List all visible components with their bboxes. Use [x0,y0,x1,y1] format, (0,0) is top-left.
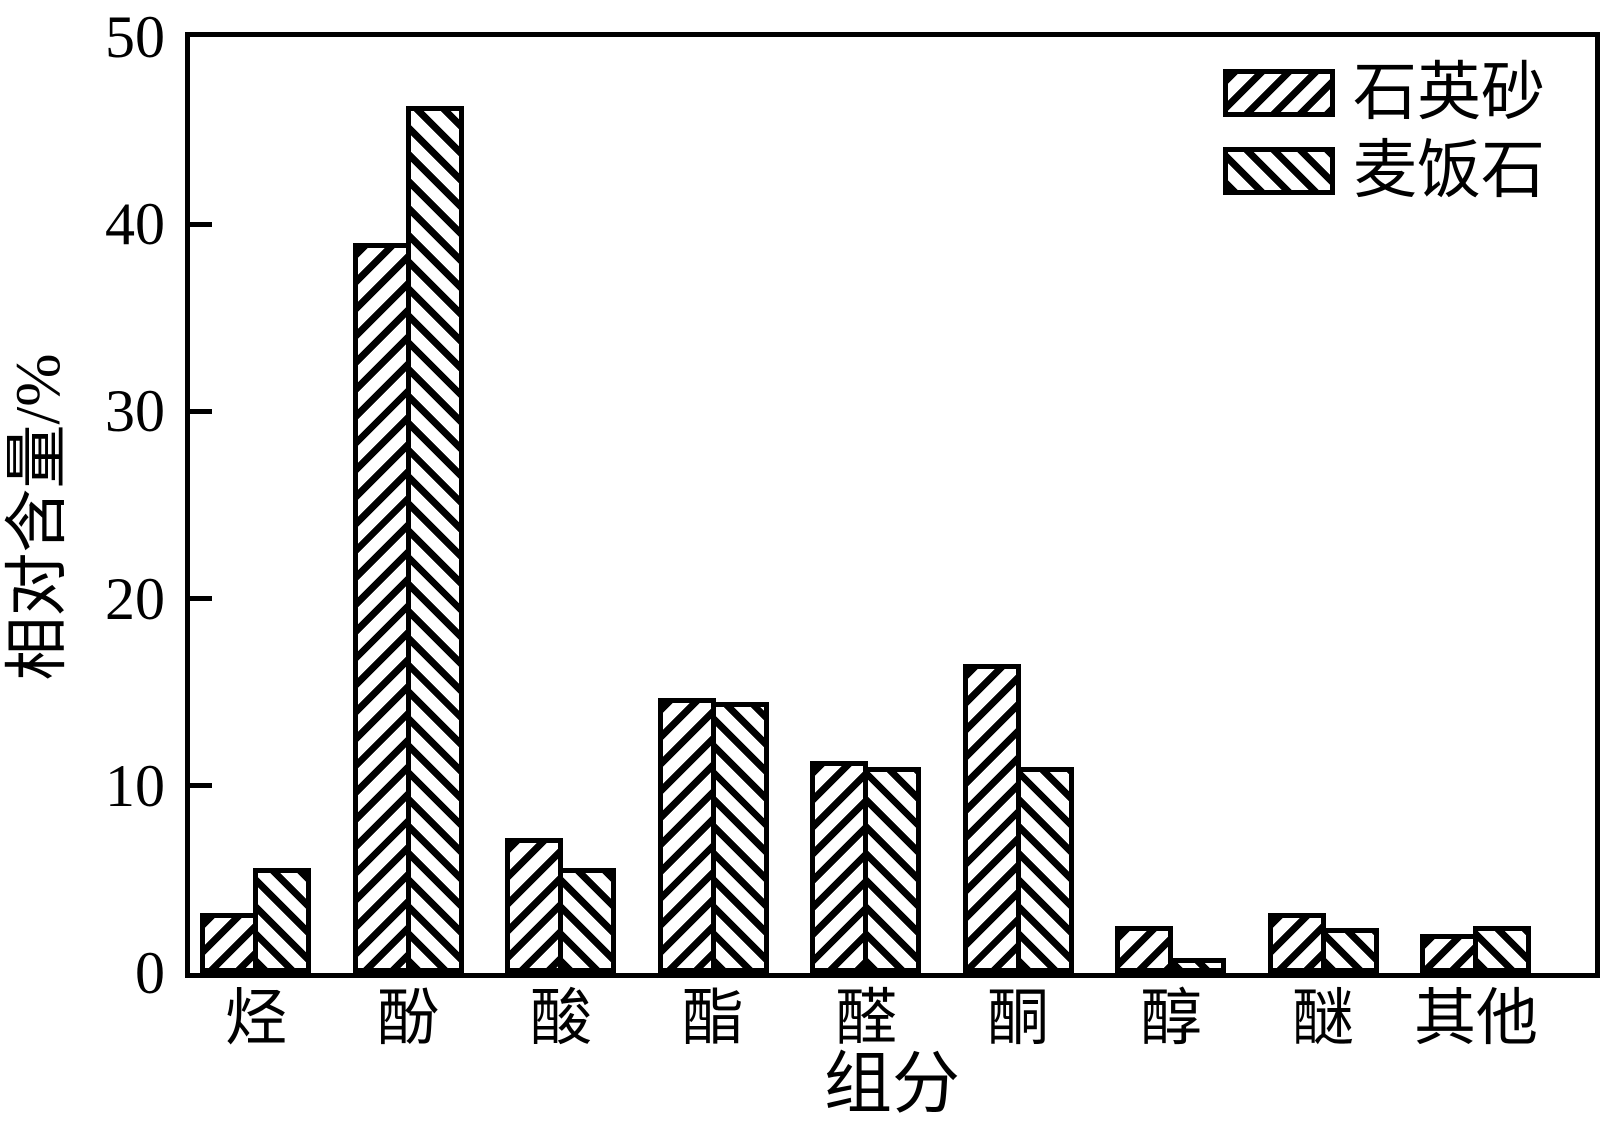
bar-maifan-stone-esters [710,702,769,973]
bar-maifan-stone-others [1473,926,1531,973]
x-category-label-ketones: 酮 [986,985,1050,1053]
bar-maifan-stone-ethers [1320,928,1379,973]
bar-quartz-sand-ketones [962,664,1021,973]
bar-quartz-sand-phenols [352,243,411,973]
bar-quartz-sand-acids [505,838,563,973]
y-tick-10 [190,783,212,789]
x-category-label-acids: 酸 [529,985,593,1053]
y-tick-label-0: 0 [135,940,165,1006]
y-tick-label-10: 10 [105,753,165,819]
y-tick-label-30: 30 [105,378,165,444]
plot-area: 石英砂 麦饭石 [185,32,1600,978]
x-category-label-esters: 酯 [681,985,745,1053]
legend-swatch-maifan-stone [1223,147,1335,195]
x-category-label-hydrocarbons: 烃 [224,985,288,1053]
bar-maifan-stone-ketones [1015,767,1074,973]
x-category-label-aldehydes: 醛 [834,985,898,1053]
y-tick-20 [190,596,212,602]
bar-quartz-sand-others [1420,934,1478,973]
x-category-label-phenols: 酚 [376,985,440,1053]
legend-label-quartz-sand: 石英砂 [1353,57,1545,128]
x-axis-title: 组分 [823,1046,961,1122]
legend-swatch-quartz-sand [1223,69,1335,117]
y-tick-label-20: 20 [105,566,165,632]
bar-quartz-sand-ethers [1267,913,1326,973]
bar-maifan-stone-alcohols [1168,958,1226,973]
legend-label-maifan-stone: 麦饭石 [1353,135,1545,206]
bar-maifan-stone-aldehydes [863,767,921,973]
bar-maifan-stone-phenols [405,106,464,973]
bar-quartz-sand-esters [657,698,716,973]
y-tick-label-50: 50 [105,4,165,70]
bar-maifan-stone-hydrocarbons [253,868,311,973]
bar-quartz-sand-alcohols [1115,926,1173,973]
legend: 石英砂麦饭石 [1223,61,1545,203]
legend-item-quartz-sand: 石英砂 [1223,61,1545,125]
bar-quartz-sand-hydrocarbons [200,913,258,973]
x-category-label-ethers: 醚 [1291,985,1355,1053]
bar-quartz-sand-aldehydes [810,761,868,973]
x-category-label-alcohols: 醇 [1139,985,1203,1053]
y-tick-label-40: 40 [105,191,165,257]
y-tick-30 [190,408,212,414]
x-category-label-others: 其他 [1413,985,1539,1053]
y-tick-40 [190,221,212,227]
legend-item-maifan-stone: 麦饭石 [1223,139,1545,203]
bar-maifan-stone-acids [558,868,616,973]
